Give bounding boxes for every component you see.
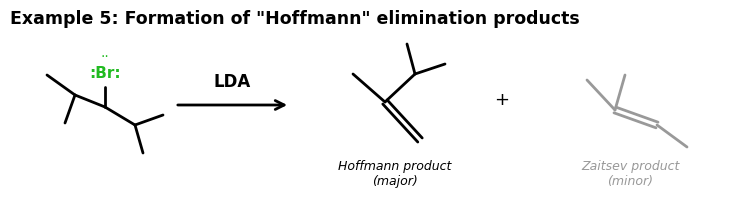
Text: +: + [494,91,509,109]
Text: Zaitsev product
(minor): Zaitsev product (minor) [580,160,679,188]
Text: LDA: LDA [214,73,251,91]
Text: :Br:: :Br: [89,65,121,81]
Text: Example 5: Formation of "Hoffmann" elimination products: Example 5: Formation of "Hoffmann" elimi… [10,10,580,28]
Text: Hoffmann product
(major): Hoffmann product (major) [338,160,452,188]
Text: ··: ·· [101,50,109,64]
